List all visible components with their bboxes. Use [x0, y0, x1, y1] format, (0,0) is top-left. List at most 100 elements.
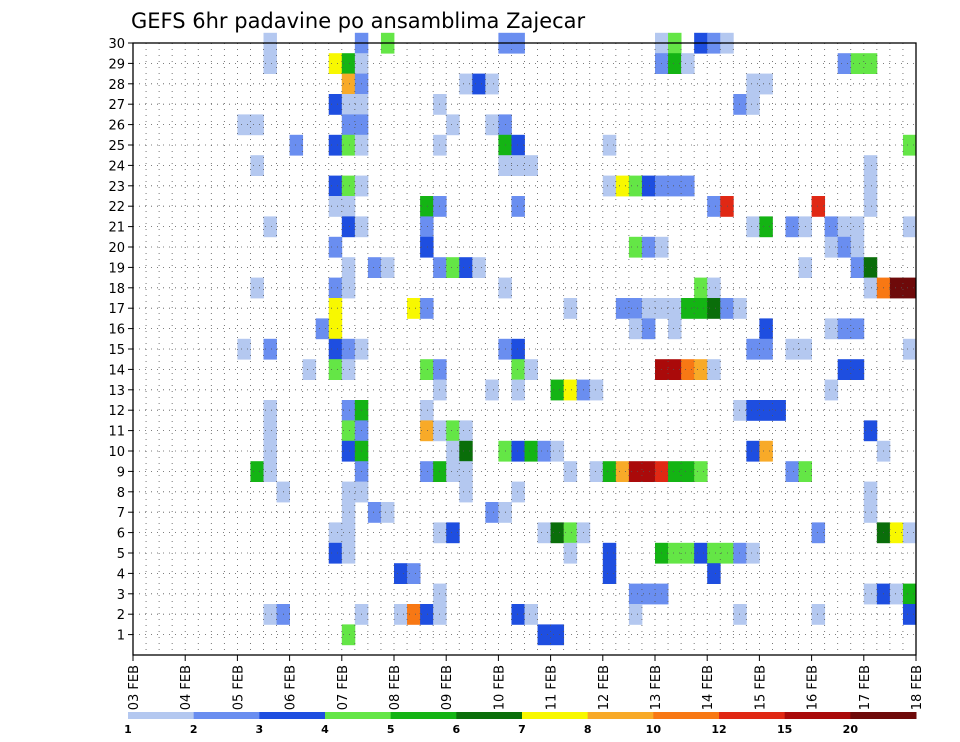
heatmap-cell — [341, 175, 356, 197]
y-tick-label: 7 — [117, 506, 125, 521]
heatmap-cell — [341, 522, 356, 544]
heatmap-cell — [315, 318, 330, 340]
heatmap-cell — [694, 359, 708, 380]
x-tick-label: 17 FEB — [858, 665, 873, 710]
heatmap-cell — [746, 400, 760, 421]
heatmap-cell — [420, 359, 434, 380]
heatmap-cell — [446, 522, 460, 544]
heatmap-cell — [524, 155, 538, 176]
y-tick-label: 30 — [108, 37, 125, 52]
heatmap-cell — [850, 216, 865, 238]
heatmap-cell — [328, 236, 343, 258]
heatmap-cell — [446, 420, 460, 442]
colorbar: 1 2 3 4 5 6 7 8 10 12 15 20 — [124, 712, 917, 736]
heatmap-cell — [341, 400, 356, 421]
colorbar-swatch — [193, 712, 260, 719]
heatmap-cell — [641, 236, 656, 258]
heatmap-cell — [341, 53, 356, 74]
heatmap-cell — [511, 155, 525, 176]
heatmap-cell — [863, 175, 878, 197]
heatmap-cell — [759, 400, 773, 421]
heatmap-cell — [328, 134, 343, 156]
heatmap-cell — [746, 94, 760, 115]
heatmap-cell — [550, 522, 565, 544]
heatmap-cell — [707, 563, 721, 584]
heatmap-cell — [341, 338, 356, 360]
heatmap-cell — [394, 604, 408, 625]
heatmap-cell — [341, 73, 356, 95]
heatmap-cell — [459, 257, 473, 278]
heatmap-cell — [263, 53, 277, 74]
heatmap-cell — [850, 53, 865, 74]
heatmap-cell — [289, 134, 304, 156]
heatmap-cell — [628, 298, 643, 319]
heatmap-cell — [668, 298, 682, 319]
heatmap-cell — [785, 338, 799, 360]
y-tick-label: 14 — [108, 363, 125, 378]
heatmap-cell — [889, 277, 904, 299]
x-tick-label: 08 FEB — [388, 665, 403, 710]
y-tick-label: 15 — [108, 343, 125, 358]
heatmap-cell — [485, 73, 499, 95]
heatmap-cell — [263, 216, 277, 238]
heatmap-cell — [459, 440, 473, 462]
heatmap-cell — [837, 359, 852, 380]
heatmap-cell — [250, 114, 264, 136]
heatmap-cell — [563, 298, 578, 319]
heatmap-cell — [485, 114, 499, 136]
heatmap-cell — [694, 277, 708, 299]
heatmap-cell — [615, 298, 630, 319]
heatmap-cell — [759, 440, 773, 462]
heatmap-cell — [459, 461, 473, 482]
heatmap-cell — [407, 563, 421, 584]
heatmap-cell — [589, 461, 604, 482]
heatmap-cell — [759, 73, 773, 95]
heatmap-cell — [328, 359, 343, 380]
heatmap-cell — [511, 338, 525, 360]
heatmap-cell — [733, 542, 747, 564]
heatmap-cell — [328, 318, 343, 340]
y-tick-label: 9 — [117, 465, 125, 480]
y-tick-label: 18 — [108, 282, 125, 297]
heatmap-cell — [668, 318, 682, 340]
heatmap-cell — [341, 196, 356, 217]
x-tick-label: 09 FEB — [440, 665, 455, 710]
colorbar-swatch — [522, 712, 589, 719]
heatmap-cell — [524, 359, 538, 380]
heatmap-cell — [628, 175, 643, 197]
y-tick-label: 13 — [108, 384, 125, 399]
heatmap-cell — [824, 379, 839, 401]
x-axis: 03 FEB 04 FEB 05 FEB 06 FEB 07 FEB 08 FEB 09 F… — [127, 655, 925, 710]
heatmap-cell — [420, 196, 434, 217]
heatmap-cell — [902, 604, 917, 625]
heatmap-cell — [668, 53, 682, 74]
heatmap-cell — [863, 420, 878, 442]
heatmap-cell — [511, 379, 525, 401]
y-tick-label: 12 — [108, 404, 125, 419]
heatmap-cell — [837, 318, 852, 340]
x-tick-label: 16 FEB — [806, 665, 821, 710]
heatmap-cell — [837, 236, 852, 258]
heatmap-cell — [602, 542, 617, 564]
heatmap-cell — [902, 522, 917, 544]
heatmap-cell — [420, 298, 434, 319]
heatmap-cell — [759, 216, 773, 238]
heatmap-cell — [328, 196, 343, 217]
x-tick-label: 06 FEB — [284, 665, 299, 710]
y-tick-label: 8 — [117, 486, 125, 501]
heatmap-cell — [420, 420, 434, 442]
heatmap-cell — [628, 583, 643, 605]
heatmap-cell — [615, 461, 630, 482]
heatmap-cell — [420, 461, 434, 482]
heatmap-cell — [237, 114, 251, 136]
heatmap-cell — [694, 461, 708, 482]
heatmap-cell — [263, 604, 277, 625]
colorbar-swatch — [850, 712, 917, 719]
heatmap-cell — [628, 318, 643, 340]
heatmap-cell — [641, 298, 656, 319]
heatmap-cell — [681, 298, 695, 319]
heatmap-cell — [720, 542, 734, 564]
heatmap-cell — [459, 73, 473, 95]
heatmap-cell — [524, 604, 538, 625]
